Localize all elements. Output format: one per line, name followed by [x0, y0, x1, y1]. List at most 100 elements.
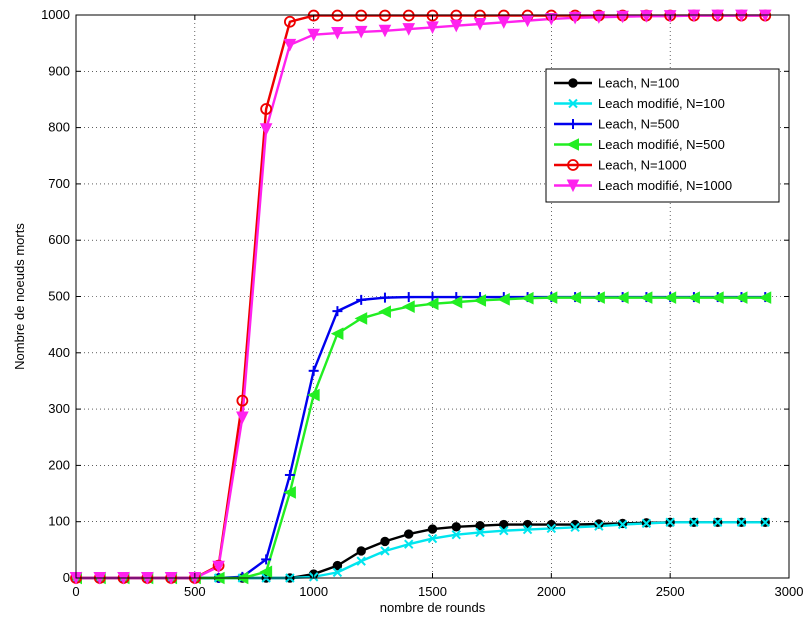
data-point [616, 10, 629, 24]
data-point [711, 291, 724, 304]
data-point [475, 520, 485, 531]
marker-stroke [568, 98, 578, 109]
legend-marker [568, 119, 578, 129]
data-point [283, 15, 296, 28]
x-axis-label: nombre de rounds [380, 600, 486, 615]
y-tick-label: 200 [48, 457, 70, 472]
legend-label: Leach, N=500 [598, 117, 679, 132]
data-point [734, 291, 748, 304]
y-axis-ticks: 0 100 200 300 400 500 600 700 800 900 1000 [41, 7, 789, 585]
y-tick-label: 1000 [41, 7, 70, 22]
data-point [473, 18, 487, 31]
data-point [379, 292, 390, 303]
data-point [402, 9, 415, 22]
marker-stroke [380, 546, 390, 556]
data-point [260, 103, 273, 115]
legend: Leach, N=100 Leach modifié, N=100 Leach, N… [545, 68, 780, 203]
data-point [284, 469, 295, 480]
data-point [689, 517, 699, 527]
data-point [427, 524, 438, 534]
data-point [712, 517, 723, 527]
data-point [520, 291, 534, 305]
data-point [354, 25, 368, 39]
x-tick-label: 1000 [299, 584, 328, 599]
data-point [404, 539, 414, 549]
marker-stroke [546, 523, 557, 534]
data-point [308, 365, 319, 376]
marker-stroke [451, 529, 461, 540]
data-point [212, 560, 225, 574]
marker-stroke [712, 517, 723, 527]
legend-label: Leach modifié, N=1000 [598, 178, 732, 193]
legend-item: Leach modifié, N=1000 [554, 178, 732, 193]
data-point [331, 9, 344, 22]
y-tick-label: 600 [48, 232, 70, 247]
data-point [617, 519, 628, 530]
data-point [236, 394, 249, 407]
data-point [426, 9, 439, 22]
x-tick-label: 0 [72, 584, 79, 599]
data-point [592, 291, 605, 304]
data-point [758, 9, 772, 23]
data-point [687, 291, 700, 304]
legend-marker [566, 179, 580, 193]
marker-stroke [665, 517, 675, 527]
data-point [544, 291, 558, 304]
data-point [568, 291, 582, 304]
marker-stroke [760, 517, 770, 527]
data-point [356, 546, 366, 556]
data-point [427, 533, 438, 544]
marker-stroke [356, 556, 366, 566]
y-tick-label: 400 [48, 345, 70, 360]
data-point [332, 560, 343, 571]
y-tick-label: 0 [63, 570, 70, 585]
data-point [449, 19, 463, 33]
data-point [379, 9, 391, 22]
legend-marker [566, 138, 579, 151]
data-point [259, 123, 273, 136]
y-tick-label: 500 [48, 289, 70, 304]
marker-stroke [522, 524, 533, 535]
data-point [355, 9, 368, 22]
legend-item: Leach, N=1000 [554, 158, 687, 173]
legend-marker [567, 159, 579, 171]
data-point [499, 526, 509, 536]
x-tick-label: 3000 [775, 584, 804, 599]
x-tick-label: 2000 [537, 584, 566, 599]
legend-marker [568, 98, 578, 109]
data-point [307, 9, 320, 22]
legend-label: Leach modifié, N=100 [598, 96, 725, 111]
data-point [236, 411, 249, 425]
marker-stroke [427, 533, 438, 544]
marker-stroke [404, 539, 414, 549]
data-point [378, 24, 392, 38]
legend-item: Leach, N=100 [554, 76, 679, 91]
data-point [331, 27, 344, 40]
data-point [403, 292, 414, 303]
data-point [426, 21, 439, 35]
data-point [570, 522, 580, 533]
y-tick-label: 900 [48, 63, 70, 78]
data-point [640, 10, 653, 23]
y-tick-label: 700 [48, 176, 70, 191]
data-point [330, 327, 344, 340]
legend-item: Leach, N=500 [554, 117, 679, 132]
marker-stroke [641, 518, 652, 529]
data-point [380, 536, 390, 547]
data-point [736, 517, 747, 527]
y-tick-label: 100 [48, 514, 70, 529]
data-point [356, 556, 366, 566]
marker-stroke [475, 527, 485, 538]
data-point [522, 524, 533, 535]
x-tick-label: 500 [184, 584, 206, 599]
data-point [307, 388, 320, 402]
data-point [758, 291, 772, 304]
data-point [497, 16, 511, 29]
data-point [307, 28, 320, 42]
y-axis-label: Nombre de noeuds morts [12, 223, 27, 370]
data-point [261, 554, 272, 565]
legend-label: Leach modifié, N=500 [598, 137, 725, 152]
marker-stroke [617, 519, 628, 530]
data-point [594, 519, 604, 529]
